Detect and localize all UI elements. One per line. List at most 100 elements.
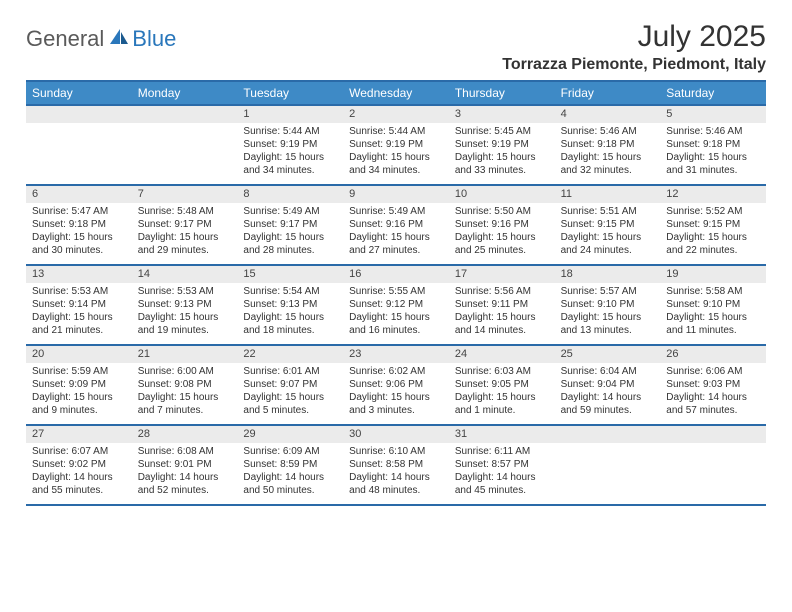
day-data: Sunrise: 6:02 AMSunset: 9:06 PMDaylight:… (343, 363, 449, 421)
day-cell: 23Sunrise: 6:02 AMSunset: 9:06 PMDayligh… (343, 346, 449, 424)
daylight-text: Daylight: 15 hours and 19 minutes. (138, 311, 232, 337)
daylight-text: Daylight: 15 hours and 9 minutes. (32, 391, 126, 417)
sunset-text: Sunset: 9:17 PM (243, 218, 337, 231)
week-row: 1Sunrise: 5:44 AMSunset: 9:19 PMDaylight… (26, 104, 766, 184)
sunrise-text: Sunrise: 5:53 AM (138, 285, 232, 298)
sunrise-text: Sunrise: 5:52 AM (666, 205, 760, 218)
day-data: Sunrise: 5:44 AMSunset: 9:19 PMDaylight:… (343, 123, 449, 181)
dayname-sunday: Sunday (26, 82, 132, 104)
day-data: Sunrise: 5:57 AMSunset: 9:10 PMDaylight:… (555, 283, 661, 341)
sunrise-text: Sunrise: 6:02 AM (349, 365, 443, 378)
day-data: Sunrise: 6:10 AMSunset: 8:58 PMDaylight:… (343, 443, 449, 501)
dayname-saturday: Saturday (660, 82, 766, 104)
day-cell: 10Sunrise: 5:50 AMSunset: 9:16 PMDayligh… (449, 186, 555, 264)
daylight-text: Daylight: 15 hours and 30 minutes. (32, 231, 126, 257)
day-data: Sunrise: 6:03 AMSunset: 9:05 PMDaylight:… (449, 363, 555, 421)
sunset-text: Sunset: 9:15 PM (561, 218, 655, 231)
daylight-text: Daylight: 15 hours and 28 minutes. (243, 231, 337, 257)
sunrise-text: Sunrise: 6:01 AM (243, 365, 337, 378)
day-number: 7 (132, 186, 238, 203)
day-cell: 21Sunrise: 6:00 AMSunset: 9:08 PMDayligh… (132, 346, 238, 424)
daylight-text: Daylight: 15 hours and 25 minutes. (455, 231, 549, 257)
sunset-text: Sunset: 9:13 PM (138, 298, 232, 311)
day-data: Sunrise: 5:53 AMSunset: 9:14 PMDaylight:… (26, 283, 132, 341)
day-cell (555, 426, 661, 504)
day-data (555, 443, 661, 449)
day-cell: 17Sunrise: 5:56 AMSunset: 9:11 PMDayligh… (449, 266, 555, 344)
sunset-text: Sunset: 9:07 PM (243, 378, 337, 391)
day-data: Sunrise: 6:07 AMSunset: 9:02 PMDaylight:… (26, 443, 132, 501)
sunrise-text: Sunrise: 5:56 AM (455, 285, 549, 298)
sunrise-text: Sunrise: 5:58 AM (666, 285, 760, 298)
day-cell: 6Sunrise: 5:47 AMSunset: 9:18 PMDaylight… (26, 186, 132, 264)
sunset-text: Sunset: 9:06 PM (349, 378, 443, 391)
day-cell: 19Sunrise: 5:58 AMSunset: 9:10 PMDayligh… (660, 266, 766, 344)
day-cell: 5Sunrise: 5:46 AMSunset: 9:18 PMDaylight… (660, 106, 766, 184)
day-cell: 11Sunrise: 5:51 AMSunset: 9:15 PMDayligh… (555, 186, 661, 264)
daylight-text: Daylight: 15 hours and 18 minutes. (243, 311, 337, 337)
day-data: Sunrise: 5:51 AMSunset: 9:15 PMDaylight:… (555, 203, 661, 261)
day-data: Sunrise: 6:11 AMSunset: 8:57 PMDaylight:… (449, 443, 555, 501)
day-cell: 31Sunrise: 6:11 AMSunset: 8:57 PMDayligh… (449, 426, 555, 504)
day-cell: 26Sunrise: 6:06 AMSunset: 9:03 PMDayligh… (660, 346, 766, 424)
sunset-text: Sunset: 9:19 PM (243, 138, 337, 151)
day-number: 27 (26, 426, 132, 443)
sail-icon (108, 27, 130, 52)
day-number: 14 (132, 266, 238, 283)
daylight-text: Daylight: 15 hours and 32 minutes. (561, 151, 655, 177)
day-data: Sunrise: 6:08 AMSunset: 9:01 PMDaylight:… (132, 443, 238, 501)
day-number: 25 (555, 346, 661, 363)
day-number: 23 (343, 346, 449, 363)
daylight-text: Daylight: 14 hours and 48 minutes. (349, 471, 443, 497)
day-cell (26, 106, 132, 184)
day-number (132, 106, 238, 123)
day-number: 5 (660, 106, 766, 123)
week-row: 27Sunrise: 6:07 AMSunset: 9:02 PMDayligh… (26, 424, 766, 504)
sunset-text: Sunset: 9:04 PM (561, 378, 655, 391)
day-data: Sunrise: 5:46 AMSunset: 9:18 PMDaylight:… (660, 123, 766, 181)
sunset-text: Sunset: 9:17 PM (138, 218, 232, 231)
day-number: 13 (26, 266, 132, 283)
day-data: Sunrise: 6:04 AMSunset: 9:04 PMDaylight:… (555, 363, 661, 421)
title-block: July 2025 Torrazza Piemonte, Piedmont, I… (502, 20, 766, 74)
day-cell: 1Sunrise: 5:44 AMSunset: 9:19 PMDaylight… (237, 106, 343, 184)
day-data: Sunrise: 5:54 AMSunset: 9:13 PMDaylight:… (237, 283, 343, 341)
daylight-text: Daylight: 15 hours and 34 minutes. (349, 151, 443, 177)
sunset-text: Sunset: 9:02 PM (32, 458, 126, 471)
day-number: 2 (343, 106, 449, 123)
day-data: Sunrise: 5:50 AMSunset: 9:16 PMDaylight:… (449, 203, 555, 261)
sunrise-text: Sunrise: 5:44 AM (349, 125, 443, 138)
daylight-text: Daylight: 15 hours and 33 minutes. (455, 151, 549, 177)
day-cell: 22Sunrise: 6:01 AMSunset: 9:07 PMDayligh… (237, 346, 343, 424)
daylight-text: Daylight: 15 hours and 5 minutes. (243, 391, 337, 417)
day-number: 31 (449, 426, 555, 443)
day-number: 9 (343, 186, 449, 203)
calendar: Sunday Monday Tuesday Wednesday Thursday… (26, 80, 766, 506)
daylight-text: Daylight: 15 hours and 21 minutes. (32, 311, 126, 337)
sunrise-text: Sunrise: 5:51 AM (561, 205, 655, 218)
sunrise-text: Sunrise: 6:11 AM (455, 445, 549, 458)
sunrise-text: Sunrise: 5:53 AM (32, 285, 126, 298)
day-data: Sunrise: 6:09 AMSunset: 8:59 PMDaylight:… (237, 443, 343, 501)
sunrise-text: Sunrise: 6:08 AM (138, 445, 232, 458)
day-data: Sunrise: 5:48 AMSunset: 9:17 PMDaylight:… (132, 203, 238, 261)
day-data: Sunrise: 6:00 AMSunset: 9:08 PMDaylight:… (132, 363, 238, 421)
sunrise-text: Sunrise: 5:59 AM (32, 365, 126, 378)
sunset-text: Sunset: 9:18 PM (666, 138, 760, 151)
sunset-text: Sunset: 8:59 PM (243, 458, 337, 471)
daylight-text: Daylight: 15 hours and 1 minute. (455, 391, 549, 417)
day-data: Sunrise: 5:53 AMSunset: 9:13 PMDaylight:… (132, 283, 238, 341)
day-data (132, 123, 238, 129)
day-number: 3 (449, 106, 555, 123)
dayname-monday: Monday (132, 82, 238, 104)
week-row: 20Sunrise: 5:59 AMSunset: 9:09 PMDayligh… (26, 344, 766, 424)
day-data: Sunrise: 5:56 AMSunset: 9:11 PMDaylight:… (449, 283, 555, 341)
day-cell: 3Sunrise: 5:45 AMSunset: 9:19 PMDaylight… (449, 106, 555, 184)
week-row: 6Sunrise: 5:47 AMSunset: 9:18 PMDaylight… (26, 184, 766, 264)
day-cell: 4Sunrise: 5:46 AMSunset: 9:18 PMDaylight… (555, 106, 661, 184)
day-cell: 30Sunrise: 6:10 AMSunset: 8:58 PMDayligh… (343, 426, 449, 504)
day-cell (132, 106, 238, 184)
dayname-wednesday: Wednesday (343, 82, 449, 104)
sunrise-text: Sunrise: 5:49 AM (243, 205, 337, 218)
day-number: 19 (660, 266, 766, 283)
